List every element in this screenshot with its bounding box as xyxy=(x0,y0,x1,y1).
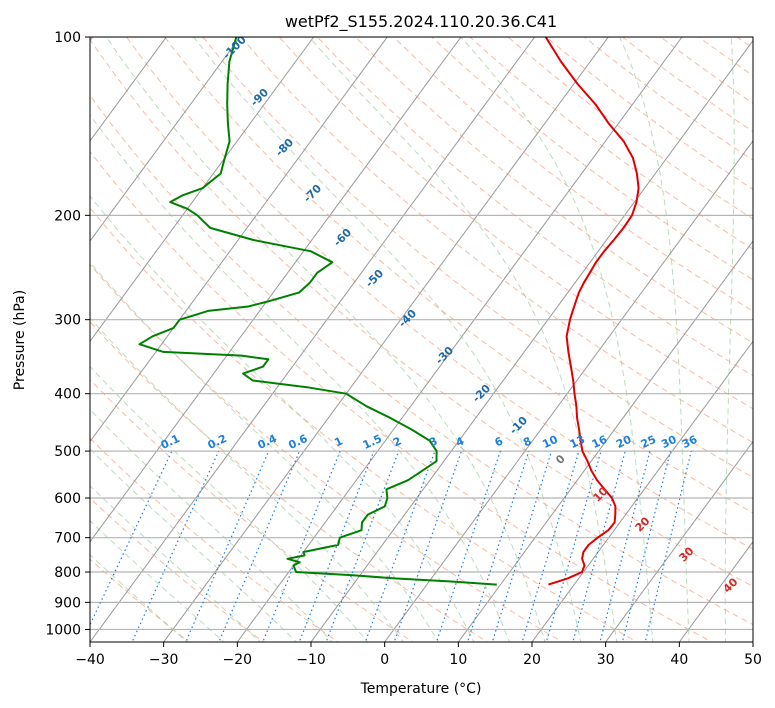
mixing-ratio-label: 30 xyxy=(659,433,679,451)
mixing-ratio-label: 13 xyxy=(568,433,587,451)
mixing-ratio-line xyxy=(218,450,301,642)
isotherm-line xyxy=(90,37,388,443)
x-axis-ticks: −40 −30 −20 −10 0 10 20 30 40 50 xyxy=(75,642,762,668)
mixing-ratio-line xyxy=(621,450,672,642)
x-tick-label: 10 xyxy=(449,652,467,668)
isotherm-line xyxy=(163,37,609,642)
mixing-ratio-line xyxy=(131,450,220,642)
x-tick-label: −30 xyxy=(149,652,179,668)
y-tick-label: 200 xyxy=(54,208,81,224)
mixing-ratio-label: 20 xyxy=(614,433,634,451)
dry-adiabat-line xyxy=(202,37,753,478)
dry-adiabat-line xyxy=(278,37,753,410)
plot-frame xyxy=(89,36,754,643)
dry-adiabat-line xyxy=(126,37,753,550)
mixing-ratio-label: 10 xyxy=(540,433,560,451)
dry-adiabat-line xyxy=(90,38,753,587)
isotherm-line xyxy=(310,39,753,642)
temperature-line xyxy=(544,37,640,586)
mixing-ratio-line xyxy=(298,450,375,642)
isotherm-line xyxy=(90,37,536,642)
mixing-ratio-line xyxy=(599,450,651,642)
x-tick-label: 50 xyxy=(744,652,762,668)
dry-adiabat-line xyxy=(240,37,753,444)
y-tick-label: 100 xyxy=(54,30,81,46)
isotherm-line xyxy=(531,340,753,642)
isotherm-line xyxy=(605,440,753,642)
dry-adiabat-line xyxy=(90,150,713,642)
mixing-ratio-line xyxy=(364,450,436,642)
background-lines xyxy=(90,37,753,642)
y-axis-label: Pressure (hPa) xyxy=(12,290,28,390)
y-tick-label: 500 xyxy=(54,444,81,460)
dry-adiabat-line xyxy=(393,37,753,312)
mixing-ratio-line xyxy=(185,450,270,642)
y-tick-label: 1000 xyxy=(45,622,81,638)
y-axis-ticks: 100 200 300 400 500 600 700 800 900 1000 xyxy=(45,30,90,638)
mixing-ratio-line xyxy=(325,450,400,642)
isotherm-line xyxy=(457,240,753,642)
isotherm-line xyxy=(384,140,753,642)
moist-adiabat-line xyxy=(90,408,333,642)
y-tick-label: 900 xyxy=(54,595,81,611)
mixing-ratio-label: 16 xyxy=(590,433,610,451)
mixing-ratio-line xyxy=(545,450,602,642)
dry-adiabat-line xyxy=(164,37,753,514)
chart-title: wetPf2_S155.2024.110.20.36.C41 xyxy=(285,12,557,32)
x-tick-label: −10 xyxy=(296,652,326,668)
isotherm-line xyxy=(90,37,315,343)
isotherm-line xyxy=(236,37,683,642)
mixing-ratio-line xyxy=(644,450,692,642)
isotherm-line xyxy=(90,37,167,142)
y-tick-label: 400 xyxy=(54,387,81,403)
mixing-ratio-label: 36 xyxy=(680,433,700,451)
y-tick-label: 800 xyxy=(54,565,81,581)
y-tick-label: 600 xyxy=(54,491,81,507)
x-tick-label: 40 xyxy=(670,652,688,668)
y-tick-label: 300 xyxy=(54,313,81,329)
x-tick-label: −40 xyxy=(75,652,105,668)
mixing-ratio-line xyxy=(572,450,626,642)
y-tick-label: 700 xyxy=(54,531,81,547)
x-tick-label: 30 xyxy=(597,652,615,668)
dry-adiabat-line xyxy=(90,321,489,642)
x-axis-label: Temperature (°C) xyxy=(360,681,482,697)
isotherm-line xyxy=(90,37,241,242)
mixing-ratio-label: 25 xyxy=(639,433,658,451)
x-tick-label: 0 xyxy=(380,652,389,668)
mixing-ratio-line xyxy=(262,450,341,642)
x-tick-label: 20 xyxy=(523,652,541,668)
profile-lines xyxy=(138,37,640,586)
dewpoint-line xyxy=(138,37,497,586)
x-tick-label: −20 xyxy=(223,652,253,668)
